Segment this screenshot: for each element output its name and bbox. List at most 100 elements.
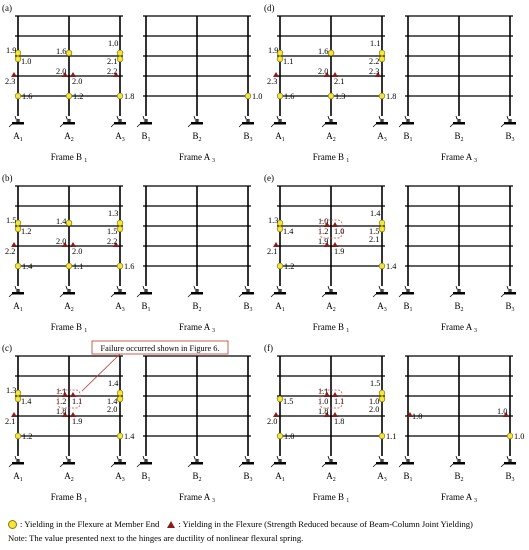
frame-a-spring-icon bbox=[506, 285, 513, 294]
yield-circle bbox=[116, 92, 124, 100]
frame-b-spring-icon bbox=[116, 115, 123, 124]
ductility-label: 1.8 bbox=[124, 92, 134, 101]
panel-label: (f) bbox=[264, 343, 273, 353]
ductility-label: 1.0 bbox=[369, 397, 379, 406]
frame-a-hatch bbox=[398, 463, 403, 468]
figure: (a)A1 A2 A31.91.01.61.02.12.0 2.22.3 2.01.6 1… bbox=[2, 3, 524, 504]
ductility-label: 1.9 bbox=[72, 417, 82, 426]
frame-a-spring-icon bbox=[455, 455, 462, 464]
frame-a-title: Frame A 3 bbox=[441, 152, 477, 164]
frame-a-axis-label: B2 bbox=[192, 131, 201, 143]
ductility-label: 2.1 bbox=[369, 235, 379, 244]
frame-b-support bbox=[325, 122, 337, 125]
frame-b-hatch bbox=[321, 463, 326, 468]
frame-a-hatch bbox=[449, 293, 454, 298]
ductility-label: 1.4 bbox=[107, 397, 118, 406]
frame-a-hatch bbox=[136, 293, 141, 298]
ductility-label: 1.4 bbox=[21, 397, 32, 406]
ductility-label: 2.0 bbox=[72, 247, 82, 256]
frame-b-spring-icon bbox=[276, 115, 283, 124]
frame-a-spring-icon bbox=[506, 115, 513, 124]
frame-a-support bbox=[140, 292, 152, 295]
frame-a-hatch bbox=[238, 123, 243, 128]
yield-triangle bbox=[324, 392, 330, 397]
frame-a-support bbox=[140, 462, 152, 465]
ductility-label: 2.2 bbox=[5, 247, 15, 256]
ductility-label: 1.6 bbox=[124, 262, 134, 271]
frame-a-hatch bbox=[500, 123, 505, 128]
ductility-label: 1.4 bbox=[22, 262, 33, 271]
frame-b-hatch bbox=[110, 123, 115, 128]
frame-a-support bbox=[191, 122, 203, 125]
yield-circle bbox=[276, 49, 284, 57]
yield-triangle bbox=[332, 72, 338, 77]
frame-b-axis-label: A1 bbox=[275, 301, 285, 313]
yield-circle bbox=[506, 432, 514, 440]
frame-b-support bbox=[12, 462, 24, 465]
frame-b-spring-icon bbox=[116, 455, 123, 464]
ductility-label: 2.0 bbox=[107, 405, 117, 414]
frame-b-spring-icon bbox=[65, 115, 72, 124]
frame-b-support bbox=[274, 292, 286, 295]
frame-a-spring-icon bbox=[404, 455, 411, 464]
ductility-label: 2.0 bbox=[318, 67, 328, 76]
ductility-label: 1.2 bbox=[284, 262, 294, 271]
ductility-label: 1.0 bbox=[252, 92, 262, 101]
ductility-label: 1.8 bbox=[318, 407, 328, 416]
ductility-label: 2.1 bbox=[5, 417, 15, 426]
failure-box bbox=[57, 389, 81, 409]
yield-circle bbox=[116, 262, 124, 270]
frame-b-support bbox=[274, 462, 286, 465]
frame-a-hatch bbox=[136, 123, 141, 128]
yield-circle bbox=[276, 395, 284, 403]
legend: : Yielding in the Flexure at Member End … bbox=[8, 517, 524, 545]
frame-a-hatch bbox=[500, 463, 505, 468]
frame-b-hatch bbox=[372, 293, 377, 298]
ductility-label: 1.1 bbox=[318, 387, 328, 396]
yield-circle bbox=[14, 225, 22, 233]
yield-triangle bbox=[273, 242, 279, 247]
ductility-label: 2.0 bbox=[267, 417, 277, 426]
frame-a-support bbox=[504, 292, 516, 295]
ductility-label: 1.0 bbox=[412, 412, 422, 421]
legend-note: Note: The value presented next to the hi… bbox=[8, 533, 304, 543]
failure-box bbox=[319, 389, 343, 409]
frame-a-axis-label: B2 bbox=[454, 131, 463, 143]
frame-a-support bbox=[504, 462, 516, 465]
panel-d: (d) A1 A2 A3 1.9 1.1 1.6 1.1 2.2 2.0 2.3 2.3 2.1 1.6 1… bbox=[264, 3, 516, 164]
ductility-label: 2.1 bbox=[267, 247, 277, 256]
frame-a-spring-icon bbox=[193, 455, 200, 464]
ductility-label: 1.4 bbox=[370, 209, 381, 218]
frame-b-support bbox=[63, 462, 75, 465]
yield-triangle bbox=[70, 392, 76, 397]
frame-a-hatch bbox=[136, 463, 141, 468]
frame-b-support bbox=[114, 122, 126, 125]
frame-b-spring-icon bbox=[378, 285, 385, 294]
frame-b-hatch bbox=[270, 293, 275, 298]
yield-circle bbox=[276, 432, 284, 440]
frame-a-hatch bbox=[187, 293, 192, 298]
frame-b-hatch bbox=[321, 293, 326, 298]
frame-a-support bbox=[242, 122, 254, 125]
frame-b-title: Frame B 1 bbox=[51, 492, 88, 504]
yield-circle bbox=[378, 389, 386, 397]
frame-b-title: Frame B 1 bbox=[313, 152, 350, 164]
frame-b-axis-label: A3 bbox=[377, 471, 387, 483]
yield-triangle bbox=[375, 72, 381, 77]
yield-circle bbox=[378, 432, 386, 440]
ductility-label: 1.5 bbox=[107, 227, 117, 236]
callout-leader bbox=[81, 353, 121, 392]
ductility-label: 1.5 bbox=[370, 379, 380, 388]
frame-a-spring-icon bbox=[244, 285, 251, 294]
frame-b-hatch bbox=[8, 123, 13, 128]
frame-b-axis-label: A2 bbox=[64, 131, 74, 143]
ductility-label: 1.8 bbox=[56, 407, 66, 416]
legend-triangle-text: : Yielding in the Flexure (Strength Redu… bbox=[178, 519, 473, 529]
yield-triangle bbox=[62, 72, 68, 77]
yield-circle bbox=[244, 92, 252, 100]
ductility-label: 2.0 bbox=[56, 237, 66, 246]
frame-a-axis-label: B1 bbox=[403, 131, 412, 143]
frame-b-support bbox=[325, 462, 337, 465]
yield-circle bbox=[276, 262, 284, 270]
yield-triangle bbox=[62, 392, 68, 397]
